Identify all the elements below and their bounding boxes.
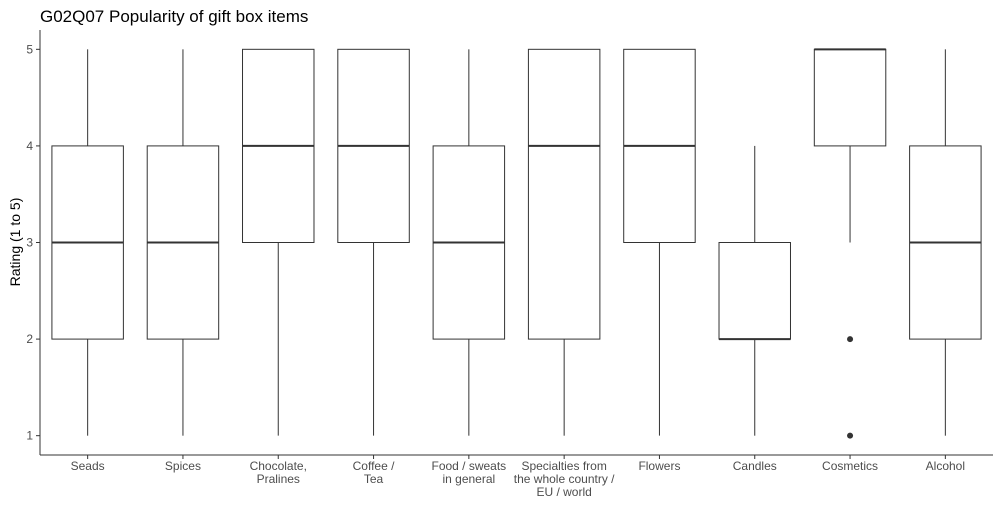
- chart-title: G02Q07 Popularity of gift box items: [40, 7, 308, 26]
- outlier-point: [847, 432, 854, 439]
- box-9: [813, 48, 887, 439]
- y-tick-label: 2: [26, 332, 33, 346]
- x-tick-label: Cosmetics: [822, 459, 878, 473]
- box-3: [242, 48, 315, 436]
- y-axis-label: Rating (1 to 5): [7, 198, 23, 287]
- box-5: [432, 49, 506, 436]
- x-tick-label: Flowers: [638, 459, 680, 473]
- boxes-group: [51, 48, 982, 439]
- x-tick-label: Food / sweats in general: [431, 459, 506, 486]
- y-ticks: 1 2 3 4 5: [26, 42, 40, 443]
- x-ticks: Seads Spices Chocolate, Pralines Coffee / Tea…: [71, 455, 965, 499]
- iqr-box: [718, 242, 791, 340]
- x-tick-label: Seads: [71, 459, 105, 473]
- x-tick-label: Specialties from the whole country / EU / …: [514, 459, 615, 499]
- box-2: [146, 49, 220, 436]
- x-tick-label: Spices: [165, 459, 201, 473]
- iqr-box: [813, 48, 887, 147]
- iqr-box: [527, 48, 601, 340]
- box-7: [623, 48, 696, 436]
- box-8: [718, 145, 791, 436]
- box-1: [51, 49, 124, 436]
- x-tick-label: Coffee / Tea: [353, 459, 395, 486]
- box-6: [527, 48, 601, 436]
- y-tick-label: 4: [26, 139, 33, 153]
- x-tick-label: Alcohol: [926, 459, 965, 473]
- box-4: [337, 48, 410, 436]
- box-10: [909, 49, 982, 436]
- y-tick-label: 3: [26, 236, 33, 250]
- outlier-point: [847, 336, 854, 343]
- x-tick-label: Chocolate, Pralines: [250, 459, 307, 486]
- y-tick-label: 1: [26, 429, 33, 443]
- x-tick-label: Candles: [733, 459, 777, 473]
- y-tick-label: 5: [26, 42, 33, 56]
